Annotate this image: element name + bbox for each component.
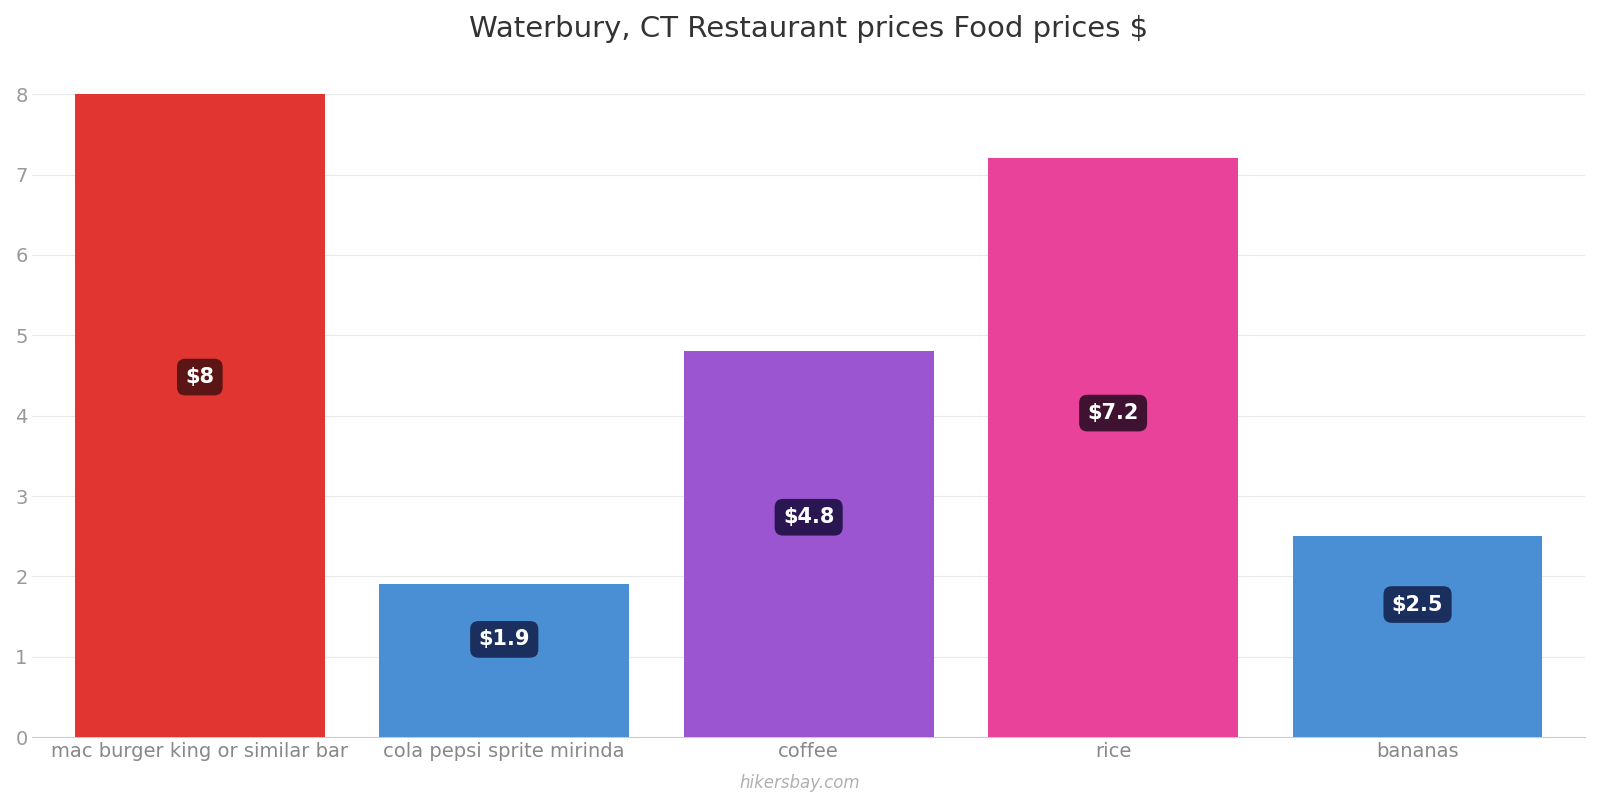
Text: $8: $8 <box>186 367 214 387</box>
Text: $4.8: $4.8 <box>782 507 834 527</box>
Bar <box>1293 536 1542 737</box>
Text: $2.5: $2.5 <box>1392 594 1443 614</box>
Bar <box>75 94 325 737</box>
Text: hikersbay.com: hikersbay.com <box>739 774 861 792</box>
Text: $7.2: $7.2 <box>1088 403 1139 423</box>
Text: $1.9: $1.9 <box>478 630 530 650</box>
Title: Waterbury, CT Restaurant prices Food prices $: Waterbury, CT Restaurant prices Food pri… <box>469 15 1149 43</box>
Bar <box>379 585 629 737</box>
Bar <box>989 158 1238 737</box>
Bar <box>683 351 933 737</box>
